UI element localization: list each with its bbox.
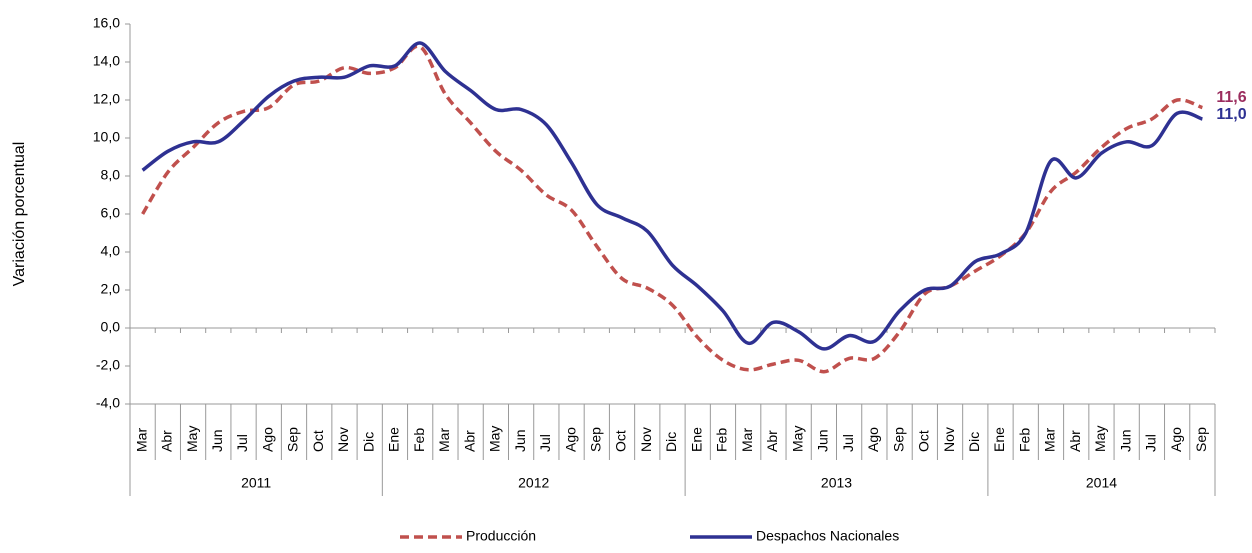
y-tick-label: 10,0: [93, 129, 120, 145]
x-tick-label: Ene: [688, 427, 704, 452]
x-tick-label: Abr: [764, 430, 780, 452]
x-tick-label: Mar: [739, 428, 755, 452]
legend-label: Despachos Nacionales: [756, 528, 899, 544]
x-tick-label: Sep: [1193, 427, 1209, 452]
group-label: 2011: [241, 475, 271, 491]
group-label: 2013: [821, 475, 852, 491]
y-tick-label: 8,0: [101, 167, 121, 183]
x-tick-label: May: [1092, 426, 1108, 452]
x-tick-label: Feb: [411, 428, 427, 452]
x-tick-label: Sep: [285, 427, 301, 452]
x-tick-label: Nov: [335, 427, 351, 452]
x-tick-label: Ago: [259, 427, 275, 452]
x-tick-label: Mar: [436, 428, 452, 452]
x-tick-label: Feb: [1016, 428, 1032, 452]
x-tick-label: Ago: [865, 427, 881, 452]
x-tick-label: Sep: [890, 427, 906, 452]
x-tick-label: Sep: [588, 427, 604, 452]
x-tick-label: Jul: [234, 434, 250, 452]
x-tick-label: Ago: [1168, 427, 1184, 452]
x-tick-label: Jul: [1143, 434, 1159, 452]
x-tick-label: May: [184, 426, 200, 452]
x-tick-label: Abr: [159, 430, 175, 452]
x-tick-label: Nov: [638, 427, 654, 452]
x-tick-label: Dic: [663, 432, 679, 452]
x-tick-label: May: [789, 426, 805, 452]
x-tick-label: Jun: [512, 429, 528, 452]
x-tick-label: Oct: [613, 430, 629, 452]
y-tick-label: 12,0: [93, 91, 120, 107]
x-tick-label: Ene: [386, 427, 402, 452]
x-tick-label: Oct: [310, 430, 326, 452]
x-tick-label: Mar: [1042, 428, 1058, 452]
x-tick-label: Abr: [461, 430, 477, 452]
x-tick-label: Jul: [537, 434, 553, 452]
x-tick-label: Feb: [714, 428, 730, 452]
x-tick-label: May: [487, 426, 503, 452]
x-tick-label: Abr: [1067, 430, 1083, 452]
value-label: 11,0: [1216, 106, 1246, 123]
y-tick-label: 2,0: [101, 281, 121, 297]
y-tick-label: -2,0: [96, 357, 120, 373]
x-tick-label: Ago: [562, 427, 578, 452]
x-tick-label: Nov: [941, 427, 957, 452]
y-tick-label: 16,0: [93, 15, 120, 31]
x-tick-label: Mar: [133, 428, 149, 452]
value-label: 11,6: [1216, 89, 1246, 106]
x-tick-label: Jun: [1117, 429, 1133, 452]
y-tick-label: 14,0: [93, 53, 120, 69]
group-label: 2014: [1086, 475, 1117, 491]
y-tick-label: 6,0: [101, 205, 121, 221]
x-tick-label: Dic: [360, 432, 376, 452]
series-line: [141, 41, 1203, 351]
y-tick-label: 0,0: [101, 319, 121, 335]
x-tick-label: Oct: [916, 430, 932, 452]
series-line: [141, 44, 1204, 374]
legend-label: Producción: [466, 528, 536, 544]
x-tick-label: Dic: [966, 432, 982, 452]
y-tick-label: -4,0: [96, 395, 120, 411]
y-axis-label: Variación porcentual: [11, 142, 28, 287]
x-tick-label: Jul: [840, 434, 856, 452]
group-label: 2012: [518, 475, 549, 491]
x-tick-label: Jun: [209, 429, 225, 452]
x-tick-label: Jun: [815, 429, 831, 452]
x-tick-label: Ene: [991, 427, 1007, 452]
y-tick-label: 4,0: [101, 243, 121, 259]
